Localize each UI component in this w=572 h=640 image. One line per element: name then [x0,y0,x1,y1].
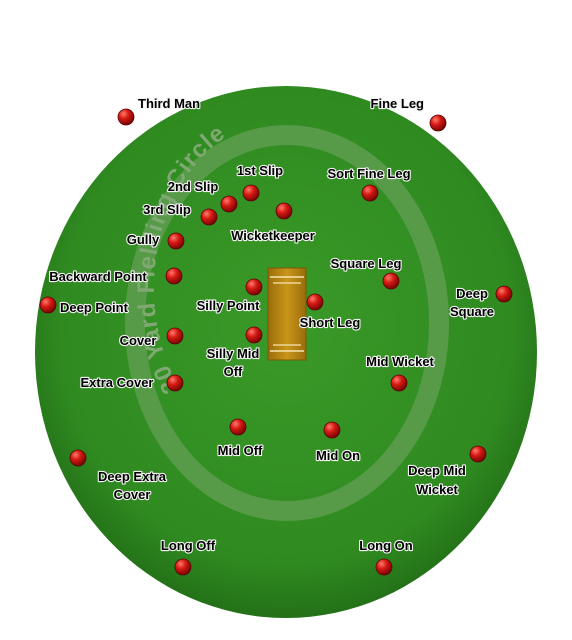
fielding-positions: Third Man Fine Leg 1st Slip 2nd Slip 3rd Sli… [39,95,513,576]
fielder-silly-point: Silly Point [195,278,263,314]
fielder-mid-wicket: Mid Wicket [365,353,436,392]
fielder-label: Extra Cover [81,375,154,390]
fielder-label: Silly Mid Off [207,346,260,379]
fielder-silly-mid-off: Silly Mid Off [206,326,263,380]
fielder-label: 3rd Slip [143,202,191,217]
fielder-mid-off: Mid Off [217,418,264,459]
fielder-label: Mid On [316,448,360,463]
fielder-1st-slip: 1st Slip [236,162,284,202]
fielder-marker [361,184,379,202]
fielder-cover: Cover [118,327,184,349]
fielder-label: Fine Leg [371,96,425,111]
fielder-3rd-slip: 3rd Slip [142,201,218,226]
fielder-label: Mid Wicket [366,354,434,369]
fielder-deep-square: Deep Square [449,285,513,320]
fielder-marker [174,558,192,576]
fielder-marker [167,232,185,250]
fielder-label: 1st Slip [237,163,283,178]
fielder-label: Sort Fine Leg [327,166,410,181]
fielder-marker [245,278,263,296]
fielder-marker [39,296,57,314]
pitch [267,267,307,361]
fielder-marker [220,195,238,213]
fielder-marker [166,374,184,392]
fielder-marker [229,418,247,436]
fielder-marker [166,327,184,345]
fielder-long-on: Long On [358,537,414,576]
fielder-label: Silly Point [197,298,261,313]
fielder-label: Gully [127,232,160,247]
fielder-marker [375,558,393,576]
fielder-label: Square Leg [331,256,402,271]
fielder-label: Third Man [138,96,200,111]
fielder-marker [69,449,87,467]
fielder-long-off: Long Off [160,537,217,576]
fielder-label: 2nd Slip [168,179,219,194]
fielder-extra-cover: Extra Cover [79,374,184,392]
fielder-deep-mid-wicket: Deep Mid Wicket [407,445,487,498]
fielder-marker [382,272,400,290]
fielder-marker [200,208,218,226]
fielder-marker [469,445,487,463]
fielder-marker [275,202,293,220]
fielder-backward-point: Backward Point [48,267,183,285]
fielder-label: Long On [359,538,412,553]
fielder-label: Cover [120,333,157,348]
fielder-marker [245,326,263,344]
fielder-gully: Gully [126,231,185,250]
fielder-fine-leg: Fine Leg [369,95,447,132]
fielder-marker [117,108,135,126]
fielder-label: Mid Off [218,443,263,458]
fielder-marker [165,267,183,285]
fielder-square-leg: Square Leg [330,255,403,290]
fielder-label: Wicketkeeper [231,228,315,243]
fielder-marker [242,184,260,202]
fielder-short-leg: Short Leg [299,293,361,331]
fielder-marker [390,374,408,392]
fielder-label: Deep Point [60,300,129,315]
fielder-marker [495,285,513,303]
fielder-label: Deep Mid Wicket [408,463,466,497]
fielder-sort-fine-leg: Sort Fine Leg [326,165,412,202]
fielder-label: Long Off [161,538,216,553]
fielder-third-man: Third Man [117,95,201,126]
fielding-circle [125,125,449,521]
fielder-wicketkeeper: Wicketkeeper [230,202,316,244]
fielder-label: Deep Extra Cover [98,469,167,502]
fielder-deep-point: Deep Point [39,296,130,316]
fielder-label: Short Leg [300,315,361,330]
fielder-marker [429,114,447,132]
fielder-deep-extra-cover: Deep Extra Cover [69,449,168,503]
fielder-marker [323,421,341,439]
fielder-label: Deep Square [450,286,494,319]
fielder-mid-on: Mid On [315,421,361,464]
fielder-label: Backward Point [49,269,147,284]
fielder-2nd-slip: 2nd Slip [167,178,238,213]
fielder-marker [306,293,324,311]
